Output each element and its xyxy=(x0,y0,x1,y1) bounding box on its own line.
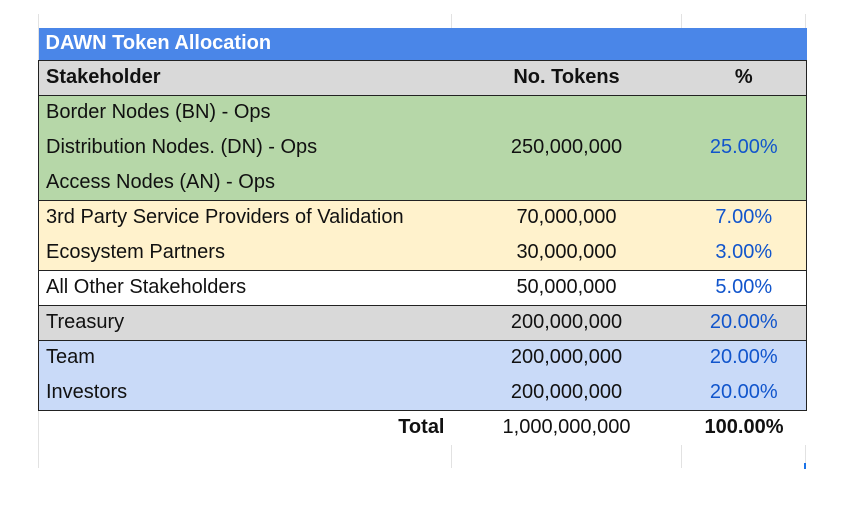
tokens-cell[interactable]: 200,000,000 xyxy=(451,339,682,375)
fill-handle[interactable] xyxy=(804,463,806,469)
table-row: Access Nodes (AN) - Ops xyxy=(38,165,807,201)
percent-cell[interactable] xyxy=(681,94,807,130)
title-empty-cell[interactable] xyxy=(451,28,682,60)
table-row: 3rd Party Service Providers of Validatio… xyxy=(38,199,807,235)
header-percent[interactable]: % xyxy=(681,59,807,96)
tokens-cell[interactable] xyxy=(451,165,682,201)
table-row: Investors 200,000,000 20.00% xyxy=(38,375,807,411)
percent-cell[interactable]: 7.00% xyxy=(681,199,807,235)
title-empty-cell[interactable] xyxy=(681,28,807,60)
stakeholder-cell[interactable]: All Other Stakeholders xyxy=(38,269,452,306)
stakeholder-cell[interactable]: Treasury xyxy=(38,304,452,341)
stakeholder-cell[interactable]: Team xyxy=(38,339,452,375)
stakeholder-cell[interactable]: Distribution Nodes. (DN) - Ops xyxy=(38,130,452,165)
tokens-cell[interactable] xyxy=(451,94,682,130)
tokens-cell[interactable]: 250,000,000 xyxy=(510,136,623,158)
title-row: DAWN Token Allocation xyxy=(38,28,807,60)
tokens-cell[interactable]: 200,000,000 xyxy=(451,304,682,341)
header-stakeholder[interactable]: Stakeholder xyxy=(38,59,452,96)
tokens-cell[interactable]: 70,000,000 xyxy=(451,199,682,235)
stakeholder-cell[interactable]: Investors xyxy=(38,375,452,411)
total-label[interactable]: Total xyxy=(398,416,445,439)
percent-cell[interactable] xyxy=(681,165,807,201)
table-row: Distribution Nodes. (DN) - Ops 250,000,0… xyxy=(38,130,807,165)
percent-cell[interactable]: 3.00% xyxy=(681,235,807,271)
stakeholder-cell[interactable]: Border Nodes (BN) - Ops xyxy=(38,94,452,130)
header-tokens[interactable]: No. Tokens xyxy=(451,59,682,96)
stakeholder-cell[interactable]: Ecosystem Partners xyxy=(38,235,452,271)
percent-cell[interactable]: 25.00% xyxy=(681,130,807,165)
total-row: Total 1,000,000,000 100.00% xyxy=(38,410,807,445)
total-percent[interactable]: 100.00% xyxy=(704,416,784,439)
stakeholder-cell[interactable]: Access Nodes (AN) - Ops xyxy=(38,165,452,201)
table-row: Treasury 200,000,000 20.00% xyxy=(38,304,807,341)
table-row: Ecosystem Partners 30,000,000 3.00% xyxy=(38,235,807,271)
header-row: Stakeholder No. Tokens % xyxy=(38,59,807,96)
total-tokens[interactable]: 1,000,000,000 xyxy=(502,416,631,439)
table-row: Team 200,000,000 20.00% xyxy=(38,339,807,375)
table-row: All Other Stakeholders 50,000,000 5.00% xyxy=(38,269,807,306)
percent-cell[interactable]: 20.00% xyxy=(681,375,807,411)
tokens-cell[interactable]: 200,000,000 xyxy=(451,375,682,411)
percent-cell[interactable]: 20.00% xyxy=(681,304,807,341)
tokens-cell[interactable]: 30,000,000 xyxy=(451,235,682,271)
stakeholder-cell[interactable]: 3rd Party Service Providers of Validatio… xyxy=(38,199,452,235)
percent-cell[interactable]: 5.00% xyxy=(681,269,807,306)
percent-cell[interactable]: 20.00% xyxy=(681,339,807,375)
token-allocation-table: DAWN Token Allocation Stakeholder No. To… xyxy=(38,28,807,445)
table-title-cell[interactable]: DAWN Token Allocation xyxy=(38,28,452,60)
table-row: Border Nodes (BN) - Ops xyxy=(38,94,807,130)
tokens-cell[interactable]: 50,000,000 xyxy=(451,269,682,306)
